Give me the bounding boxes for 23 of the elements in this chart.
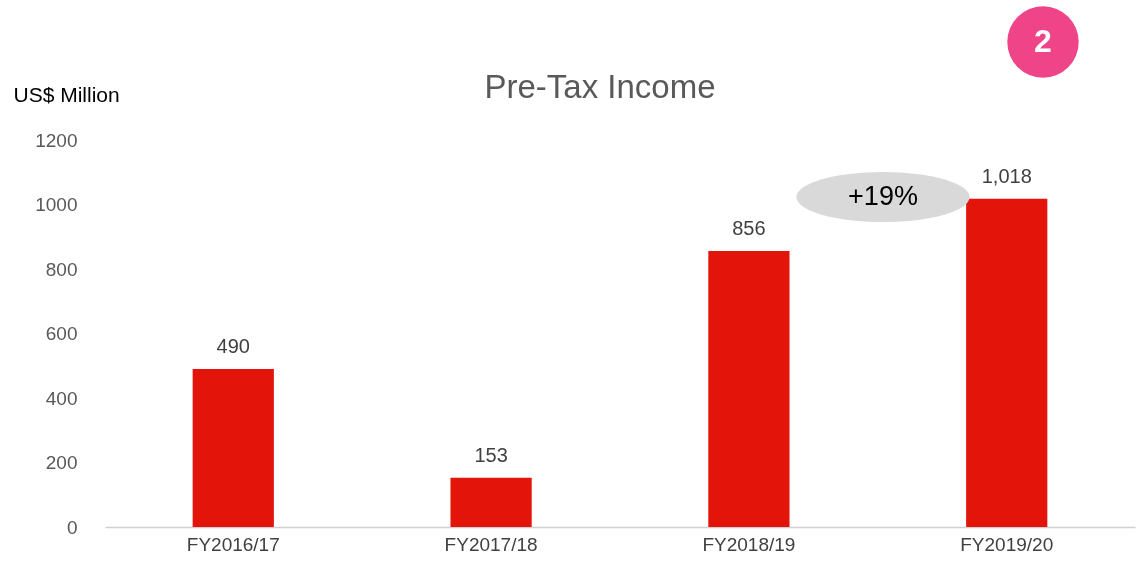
bar (192, 368, 274, 527)
y-tick-label: 1200 (35, 129, 78, 151)
x-tick-label: FY2018/19 (702, 533, 796, 555)
chart-title: Pre-Tax Income (484, 68, 716, 105)
y-tick-label: 0 (66, 516, 78, 538)
data-label: 153 (474, 443, 508, 466)
bar (966, 198, 1048, 527)
y-tick-label: 1000 (35, 194, 78, 215)
annotation: +19% (848, 181, 918, 211)
y-tick-label: 600 (45, 323, 78, 344)
x-tick-label: FY2019/20 (960, 533, 1054, 555)
x-tick-label: FY2017/18 (444, 533, 538, 555)
y-tick-label: 400 (45, 387, 78, 409)
data-label: 490 (216, 334, 250, 357)
y-axis-title: US$ Million (13, 82, 120, 106)
y-tick-label: 800 (45, 258, 78, 280)
text: 2 (1034, 23, 1052, 59)
data-label: 1,018 (981, 164, 1032, 187)
data-label: 856 (732, 216, 766, 239)
bar (708, 250, 790, 527)
x-tick-label: FY2016/17 (186, 533, 280, 555)
bar (450, 477, 532, 527)
y-tick-label: 200 (45, 452, 78, 473)
